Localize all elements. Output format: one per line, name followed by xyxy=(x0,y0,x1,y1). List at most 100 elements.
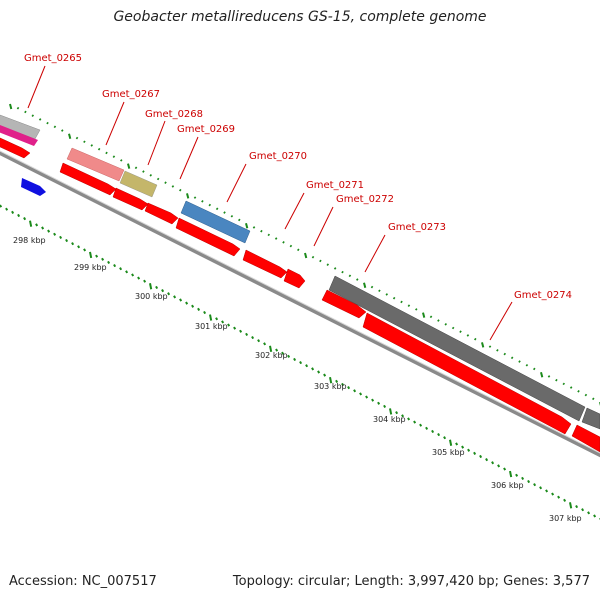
gene-label[interactable]: Gmet_0273 xyxy=(388,222,446,233)
inner-minor-tick xyxy=(563,498,567,502)
gene-label[interactable]: Gmet_0267 xyxy=(102,89,160,100)
feature-gmet-0265-pink[interactable] xyxy=(0,125,38,146)
outer-minor-tick xyxy=(208,203,212,207)
inner-minor-tick xyxy=(113,263,117,268)
inner-minor-tick xyxy=(305,364,309,368)
map-title: Geobacter metallireducens GS-15, complet… xyxy=(113,9,487,25)
inner-minor-tick xyxy=(251,335,255,340)
outer-minor-tick xyxy=(555,378,558,382)
inner-minor-tick xyxy=(0,204,3,208)
outer-minor-tick xyxy=(525,363,529,367)
cds-gmet-0274[interactable] xyxy=(362,312,572,435)
feature-gmet-0274-end[interactable] xyxy=(581,407,600,430)
inner-minor-tick xyxy=(581,508,585,512)
inner-minor-tick xyxy=(359,392,363,396)
inner-minor-tick xyxy=(539,486,543,490)
inner-minor-tick xyxy=(467,448,471,452)
cds-gmet-0275-start[interactable] xyxy=(571,424,600,453)
outer-minor-tick xyxy=(252,226,256,229)
cds-gmet-0270[interactable] xyxy=(175,217,241,257)
outer-minor-tick xyxy=(61,129,64,132)
outer-minor-tick xyxy=(503,352,507,356)
inner-minor-tick xyxy=(311,367,315,371)
gene-leader-line xyxy=(105,101,125,146)
gene-label[interactable]: Gmet_0265 xyxy=(24,53,82,64)
inner-major-tick xyxy=(209,314,213,321)
inner-minor-tick xyxy=(419,423,423,427)
gene-label[interactable]: Gmet_0272 xyxy=(336,194,394,205)
gene-leader-line xyxy=(489,301,513,341)
inner-minor-tick xyxy=(71,242,75,246)
inner-major-tick xyxy=(269,345,273,353)
inner-minor-tick xyxy=(275,348,279,352)
inner-major-tick xyxy=(89,251,93,259)
inner-minor-tick xyxy=(491,461,495,465)
outer-minor-tick xyxy=(547,375,551,378)
outer-minor-tick xyxy=(142,170,145,173)
kbp-label: 301 kbp xyxy=(195,322,228,331)
inner-minor-tick xyxy=(281,351,285,355)
feature-gmet-0268[interactable] xyxy=(119,170,158,198)
inner-minor-tick xyxy=(11,210,15,214)
inner-minor-tick xyxy=(173,295,177,299)
gene-label[interactable]: Gmet_0269 xyxy=(177,124,235,135)
kbp-label: 302 kbp xyxy=(255,351,288,360)
inner-minor-tick xyxy=(395,411,399,415)
inner-major-tick xyxy=(149,283,153,290)
inner-minor-tick xyxy=(323,373,327,377)
outer-minor-tick xyxy=(584,393,588,397)
outer-minor-tick xyxy=(149,173,153,177)
cds-gmet-0267[interactable] xyxy=(59,162,117,196)
gene-label[interactable]: Gmet_0274 xyxy=(514,290,572,301)
inner-minor-tick xyxy=(191,304,195,308)
outer-minor-tick xyxy=(496,349,499,352)
feature-gmet-0274[interactable] xyxy=(328,275,586,422)
inner-minor-tick xyxy=(425,426,429,430)
gene-label-leaders xyxy=(27,65,513,341)
outer-minor-tick xyxy=(577,390,580,393)
inner-minor-tick xyxy=(101,257,105,261)
outer-minor-tick xyxy=(429,315,433,319)
inner-minor-tick xyxy=(47,229,51,233)
cds-gmet-0269[interactable] xyxy=(144,202,179,225)
gene-label[interactable]: Gmet_0268 xyxy=(145,109,203,120)
cds-gmet-0272[interactable] xyxy=(283,268,306,289)
cds-gmet-0265[interactable] xyxy=(0,137,31,159)
inner-minor-tick xyxy=(341,382,345,387)
inner-tick-ruler xyxy=(0,204,600,521)
outer-minor-tick xyxy=(518,360,521,363)
inner-minor-tick xyxy=(533,483,537,487)
outer-minor-tick xyxy=(120,159,123,162)
cds-gmet-0271[interactable] xyxy=(242,249,288,279)
inner-minor-tick xyxy=(293,357,297,362)
outer-minor-tick xyxy=(260,229,263,233)
outer-minor-tick xyxy=(400,300,403,304)
feature-blue-arrow[interactable] xyxy=(21,178,46,196)
inner-minor-tick xyxy=(437,433,441,437)
inner-major-tick xyxy=(389,408,393,415)
inner-minor-tick xyxy=(203,310,207,315)
inner-minor-tick xyxy=(557,495,561,499)
cds-gmet-0268[interactable] xyxy=(112,187,149,211)
gene-label[interactable]: Gmet_0271 xyxy=(306,180,364,191)
outer-major-tick xyxy=(127,163,131,169)
outer-minor-tick xyxy=(370,285,374,289)
outer-minor-tick xyxy=(164,181,167,185)
cds-gmet-0273[interactable] xyxy=(321,289,367,319)
inner-minor-tick xyxy=(185,301,189,305)
gene-label[interactable]: Gmet_0270 xyxy=(249,151,307,162)
outer-minor-tick xyxy=(31,114,35,117)
outer-minor-tick xyxy=(75,136,79,140)
feature-gmet-0270[interactable] xyxy=(180,200,251,244)
feature-gmet-0267[interactable] xyxy=(66,147,125,182)
outer-minor-tick xyxy=(179,188,182,192)
inner-minor-tick xyxy=(431,429,435,434)
genome-backbone xyxy=(0,150,600,458)
outer-minor-tick xyxy=(510,356,514,360)
inner-minor-tick xyxy=(221,320,225,324)
inner-minor-tick xyxy=(371,398,375,402)
inner-minor-tick xyxy=(77,245,81,249)
inner-major-tick xyxy=(569,502,573,509)
inner-minor-tick xyxy=(413,420,417,424)
